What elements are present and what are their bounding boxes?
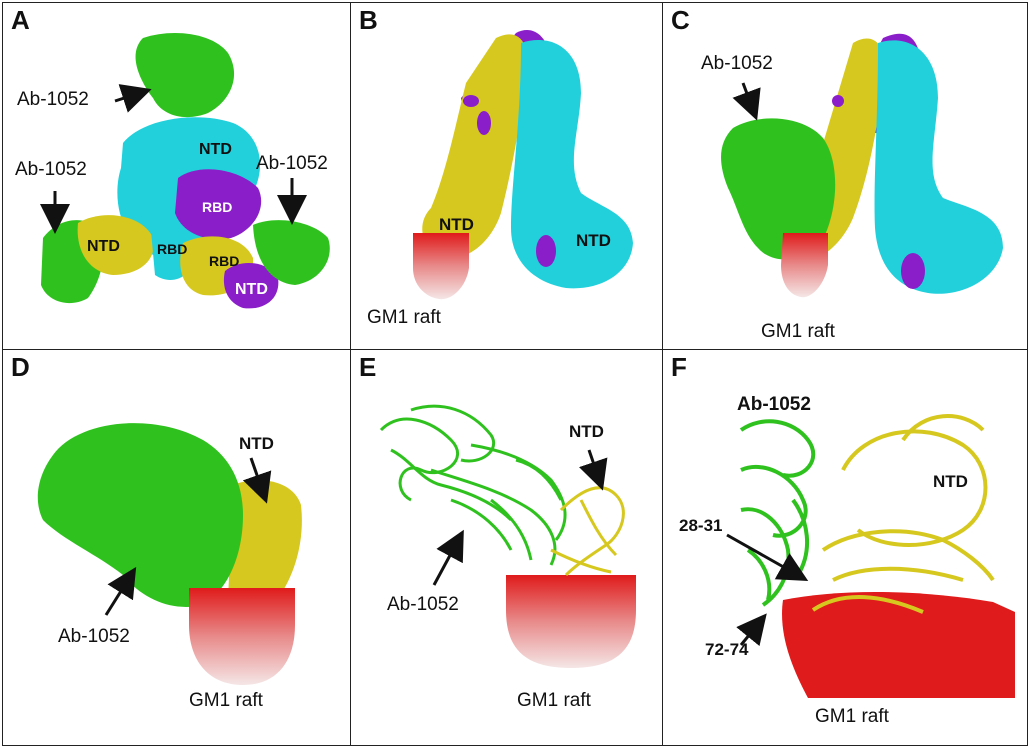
panel-e-raft: GM1 raft [517, 690, 591, 711]
panel-f-structure [726, 414, 1015, 698]
panel-b: B NTD NTD GM1 raft [350, 2, 663, 350]
panel-a: A Ab-1052 Ab-1052 Ab-1052 NTD RBD NTD RB… [2, 2, 351, 350]
panel-f-ab: Ab-1052 [737, 394, 811, 415]
panel-a-rbd-center: RBD [202, 199, 233, 215]
panel-f: F Ab-1052 NTD 28-31 72-74 GM1 raft [662, 349, 1028, 746]
panel-a-ntd-top: NTD [199, 141, 232, 158]
panel-c-raft: GM1 raft [761, 321, 835, 342]
panel-f-loop1: 28-31 [679, 516, 723, 535]
panel-b-label: B [359, 5, 378, 35]
panel-e-ntd: NTD [569, 422, 604, 441]
panel-e-label: E [359, 352, 377, 382]
panel-e-structure [379, 404, 636, 668]
panel-b-ntd-left: NTD [439, 215, 474, 234]
panel-b-ntd-right: NTD [576, 231, 611, 250]
panel-d-structure [37, 423, 302, 685]
panel-d-label: D [11, 352, 30, 382]
panel-f-loop2: 72-74 [705, 640, 749, 659]
panel-e: E NTD Ab-1052 GM1 raft [350, 349, 663, 746]
panel-a-ab-top: Ab-1052 [17, 89, 89, 110]
panel-a-ntd-left: NTD [87, 238, 120, 255]
panel-a-rbd-right: RBD [209, 253, 240, 269]
panel-a-ab-right: Ab-1052 [256, 153, 328, 174]
panel-c-label: C [671, 5, 690, 35]
panel-c-structure [721, 33, 1003, 298]
panel-f-label: F [671, 352, 687, 382]
panel-e-ab: Ab-1052 [387, 594, 459, 615]
panel-a-structure [40, 33, 330, 309]
panel-b-raft: GM1 raft [367, 307, 441, 328]
panel-b-structure [413, 30, 633, 300]
panel-c-ab: Ab-1052 [701, 53, 773, 74]
panel-f-raft: GM1 raft [815, 706, 889, 727]
panel-f-ntd: NTD [933, 472, 968, 491]
panel-d-ab: Ab-1052 [58, 626, 130, 647]
panel-d-raft: GM1 raft [189, 690, 263, 711]
panel-c: C Ab-1052 GM1 raft [662, 2, 1028, 350]
panel-a-ntd-bottom: NTD [235, 281, 268, 298]
panel-d-ntd: NTD [239, 434, 274, 453]
panel-a-label: A [11, 5, 30, 35]
panel-a-rbd-left: RBD [157, 241, 188, 257]
panel-a-ab-left: Ab-1052 [15, 159, 87, 180]
panel-d: D NTD Ab-1052 GM1 raft [2, 349, 351, 746]
